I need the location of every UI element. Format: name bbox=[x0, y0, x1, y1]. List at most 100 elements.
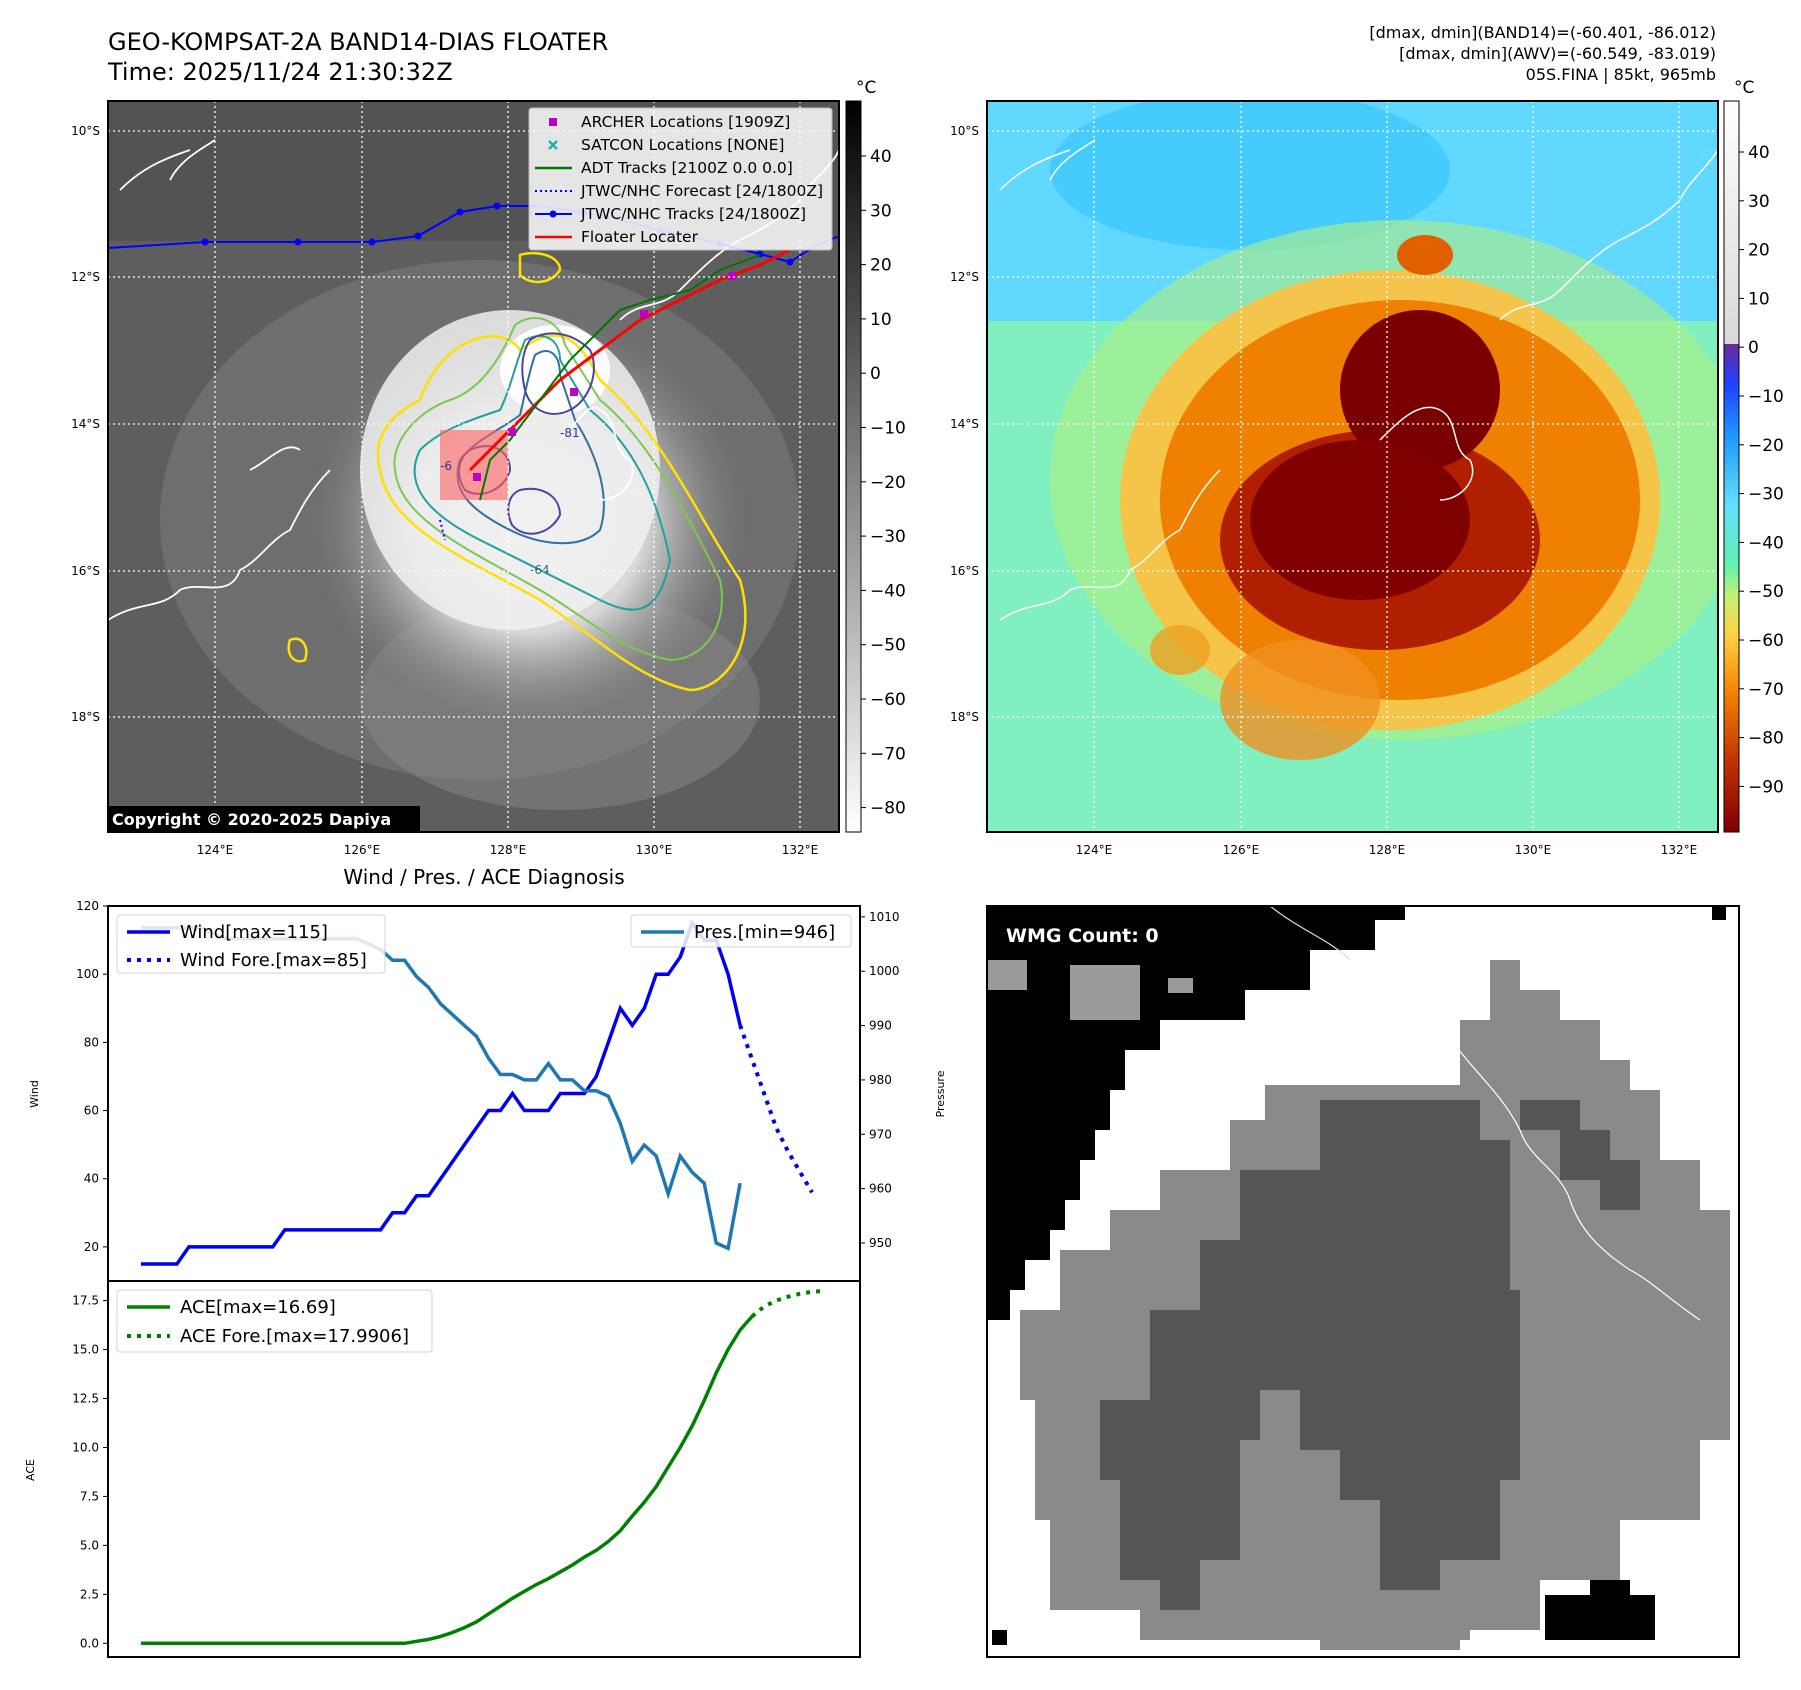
y2-tick-label: 990 bbox=[869, 1019, 892, 1033]
wmg-panel: WMG Count: 0 bbox=[986, 905, 1740, 1658]
wind-legend: Wind[max=115] Wind Fore.[max=85] bbox=[116, 914, 386, 974]
gray-colorbar-unit: °C bbox=[856, 78, 876, 98]
colorbar-tick-label: −20 bbox=[1748, 436, 1784, 456]
wind-legend-label: Wind[max=115] bbox=[180, 922, 328, 943]
colorbar-tick-label: −80 bbox=[1748, 729, 1784, 749]
ace-legend: ACE[max=16.69] ACE Fore.[max=17.9906] bbox=[116, 1289, 433, 1353]
jtwc-track-point bbox=[294, 238, 302, 246]
ir-color-map: 10°S 12°S 14°S 16°S 18°S 124°E 126°E 128°E 130°… bbox=[950, 100, 1719, 857]
jtwc-track-point bbox=[456, 208, 464, 216]
lon-label: 132°E bbox=[782, 843, 819, 857]
legend-label: ARCHER Locations [1909Z] bbox=[581, 113, 790, 131]
y2-tick-label: 950 bbox=[869, 1236, 892, 1250]
y-tick-label: 80 bbox=[84, 1035, 99, 1049]
wind-fore-legend-label: Wind Fore.[max=85] bbox=[180, 950, 367, 971]
colorbar-tick-label: −40 bbox=[1748, 533, 1784, 553]
lat-label: 14°S bbox=[71, 417, 100, 431]
y-tick-label: 17.5 bbox=[72, 1294, 99, 1308]
lat-label: 12°S bbox=[950, 270, 979, 284]
lat-label: 10°S bbox=[71, 124, 100, 138]
colorbar-tick-label: −20 bbox=[870, 473, 906, 493]
legend-marker bbox=[549, 118, 557, 126]
legend-marker bbox=[548, 140, 558, 150]
lon-label: 128°E bbox=[1369, 843, 1406, 857]
colorbar-tick-label: −80 bbox=[870, 799, 906, 819]
y-tick-label: 5.0 bbox=[80, 1538, 99, 1552]
map1-lon-labels: 124°E 126°E 128°E 130°E 132°E bbox=[197, 843, 819, 857]
lon-label: 124°E bbox=[197, 843, 234, 857]
copyright-bg bbox=[108, 806, 420, 832]
ace-legend-label: ACE[max=16.69] bbox=[180, 1297, 336, 1318]
copyright-text: Copyright © 2020-2025 Dapiya bbox=[112, 810, 391, 829]
lat-label: 12°S bbox=[71, 270, 100, 284]
colorbar-tick-label: −90 bbox=[1748, 777, 1784, 797]
colorbar-tick-label: −30 bbox=[1748, 485, 1784, 505]
lon-label: 130°E bbox=[636, 843, 673, 857]
colorbar-tick-label: 40 bbox=[870, 147, 892, 167]
pressure-y-ticks: 950 960 970 980 990 1000 1010 bbox=[860, 910, 900, 1250]
ace-frame bbox=[107, 1280, 861, 1658]
y-tick-label: 10.0 bbox=[72, 1440, 99, 1454]
y-tick-label: 12.5 bbox=[72, 1392, 99, 1406]
colorbar-tick-label: −60 bbox=[1748, 631, 1784, 651]
lon-label: 124°E bbox=[1076, 843, 1113, 857]
y2-tick-label: 970 bbox=[869, 1127, 892, 1141]
lat-label: 16°S bbox=[950, 564, 979, 578]
lat-label: 14°S bbox=[950, 417, 979, 431]
wind-ylabel: Wind bbox=[28, 1080, 41, 1108]
pressure-ylabel: Pressure bbox=[934, 1070, 947, 1117]
map1-frame bbox=[107, 100, 840, 833]
colorbar-tick-label: 0 bbox=[870, 364, 881, 384]
wind-line bbox=[141, 919, 742, 1266]
colorbar-tick-label: 20 bbox=[870, 256, 892, 276]
pressure-legend-label: Pres.[min=946] bbox=[694, 922, 835, 943]
colorbar-tick-label: −70 bbox=[1748, 680, 1784, 700]
color-colorbar: °C 40 30 20 10 0 −10 −20 −30 −40 −50 −60 −70 −80 −90 bbox=[1723, 78, 1784, 833]
ace-ylabel: ACE bbox=[24, 1459, 37, 1481]
figure-title: GEO-KOMPSAT-2A BAND14-DIAS FLOATER bbox=[108, 28, 608, 56]
contour-label-6: -6 bbox=[440, 459, 452, 473]
colorbar-tick-label: −50 bbox=[870, 636, 906, 656]
wind-pressure-chart: 20 40 60 80 100 120 950 960 970 980 990 1000 1010 W… bbox=[28, 899, 947, 1282]
map2-lon-labels: 124°E 126°E 128°E 130°E 132°E bbox=[1076, 843, 1698, 857]
colorbar-tick-label: 10 bbox=[1748, 289, 1770, 309]
y-tick-label: 7.5 bbox=[80, 1489, 99, 1503]
colorbar-tick-label: −60 bbox=[870, 690, 906, 710]
colorbar-tick-label: 40 bbox=[1748, 143, 1770, 163]
map2-lat-labels: 10°S 12°S 14°S 16°S 18°S bbox=[950, 124, 979, 724]
ir-gray-map: -81 -64 -6 ARCHER Locations [1909Z] SATCO… bbox=[71, 100, 840, 857]
y2-tick-label: 980 bbox=[869, 1073, 892, 1087]
y2-tick-label: 1000 bbox=[869, 964, 900, 978]
diag-title: Wind / Pres. / ACE Diagnosis bbox=[343, 865, 624, 889]
lon-label: 132°E bbox=[1661, 843, 1698, 857]
map2-frame bbox=[986, 100, 1719, 833]
wind-y-ticks: 20 40 60 80 100 120 bbox=[76, 899, 108, 1254]
lon-label: 126°E bbox=[344, 843, 381, 857]
jtwc-track-point bbox=[414, 232, 422, 240]
jtwc-track-point bbox=[786, 258, 794, 266]
wind-forecast-line bbox=[738, 1024, 814, 1194]
y-tick-label: 0.0 bbox=[80, 1636, 99, 1650]
archer-locations bbox=[473, 272, 736, 481]
y-tick-label: 15.0 bbox=[72, 1343, 99, 1357]
colorbar-tick-label: 10 bbox=[870, 310, 892, 330]
legend-label: SATCON Locations [NONE] bbox=[581, 136, 784, 154]
colorbar-tick-label: −10 bbox=[1748, 387, 1784, 407]
color-colorbar-unit: °C bbox=[1734, 78, 1754, 98]
colorbar-tick-label: 0 bbox=[1748, 338, 1759, 358]
legend-label: JTWC/NHC Forecast [24/1800Z] bbox=[580, 182, 823, 200]
floater-locater-track bbox=[468, 248, 791, 472]
y-tick-label: 2.5 bbox=[80, 1587, 99, 1601]
meta-awv: [dmax, dmin](AWV)=(-60.549, -83.019) bbox=[1399, 44, 1716, 63]
adt-tracks bbox=[479, 254, 761, 501]
y-tick-label: 60 bbox=[84, 1104, 99, 1118]
lon-label: 130°E bbox=[1515, 843, 1552, 857]
y-tick-label: 40 bbox=[84, 1172, 99, 1186]
y2-tick-label: 1010 bbox=[869, 910, 900, 924]
gray-colorbar: °C 40 30 20 10 0 −10 −20 −30 −40 −50 −60 −70 −80 bbox=[845, 78, 906, 833]
meta-storm: 05S.FINA | 85kt, 965mb bbox=[1526, 65, 1716, 84]
colorbar-tick-label: 20 bbox=[1748, 241, 1770, 261]
colorbar-tick-label: 30 bbox=[1748, 192, 1770, 212]
jtwc-track-point bbox=[201, 238, 209, 246]
